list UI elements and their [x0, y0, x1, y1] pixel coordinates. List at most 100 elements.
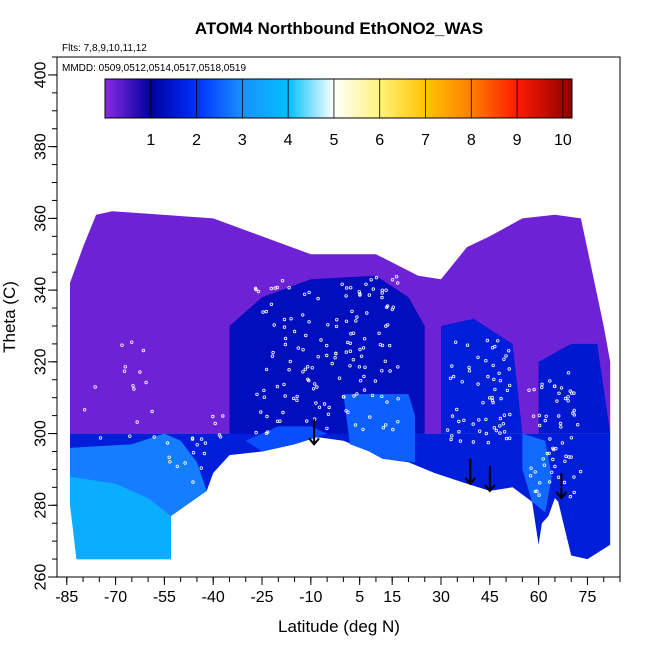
- sample-point: [384, 305, 389, 309]
- sample-point: [191, 451, 196, 455]
- y-tick-label: 340: [33, 277, 50, 304]
- sample-point: [301, 313, 305, 317]
- sample-point: [384, 324, 388, 328]
- sample-point: [280, 279, 285, 283]
- sample-point: [291, 396, 296, 401]
- sample-point: [502, 357, 506, 361]
- sample-point: [501, 422, 506, 426]
- sample-point: [537, 493, 541, 497]
- sample-point: [377, 331, 381, 335]
- sample-point: [306, 377, 310, 381]
- sample-point: [122, 369, 127, 373]
- sample-point: [334, 324, 339, 329]
- sample-point: [388, 343, 392, 348]
- sample-point: [559, 425, 563, 429]
- sample-point: [498, 424, 502, 428]
- sample-point: [359, 354, 364, 358]
- colorbar-tick-label: 10: [554, 132, 572, 149]
- sample-point: [465, 343, 470, 347]
- sample-point: [572, 475, 576, 479]
- sample-point: [396, 281, 400, 285]
- sample-point: [132, 387, 136, 391]
- sample-point: [380, 295, 384, 300]
- sample-point: [572, 408, 576, 413]
- field-region-8: [343, 394, 415, 463]
- sample-point: [350, 309, 354, 314]
- sample-point: [82, 408, 87, 412]
- sample-point: [557, 414, 561, 418]
- sample-point: [314, 401, 318, 405]
- sample-point: [449, 437, 453, 442]
- sample-point: [533, 470, 537, 474]
- sample-point: [502, 413, 507, 417]
- sample-point: [304, 333, 308, 338]
- sample-point: [532, 387, 536, 392]
- sample-point: [361, 427, 365, 432]
- sample-point: [498, 431, 502, 435]
- sample-point: [450, 364, 454, 368]
- sample-point: [396, 365, 400, 369]
- colorbar-tick-label: 3: [238, 132, 247, 149]
- sample-point: [362, 337, 367, 341]
- sample-point: [531, 414, 536, 418]
- colorbar-tick-label: 5: [329, 132, 338, 149]
- sample-point: [281, 410, 285, 415]
- flights-label: Flts: 7,8,9,10,11,12: [62, 43, 147, 54]
- sample-point: [317, 405, 322, 409]
- sample-point: [282, 325, 287, 329]
- sample-point: [493, 387, 497, 392]
- sample-point: [262, 388, 266, 393]
- field-region-9: [522, 433, 552, 513]
- colorbar: 1 2 3 4 5 6 7 8 9 10: [104, 78, 573, 149]
- sample-point: [326, 323, 330, 327]
- sample-point: [491, 400, 495, 405]
- sample-point: [364, 282, 368, 286]
- sample-point: [499, 396, 503, 401]
- sample-point: [261, 310, 265, 314]
- sample-point: [490, 398, 495, 403]
- sample-point: [535, 489, 539, 493]
- sample-point: [548, 437, 552, 441]
- sample-point: [152, 435, 156, 439]
- sample-point: [507, 349, 511, 353]
- sample-point: [120, 343, 124, 347]
- sample-point: [572, 391, 576, 395]
- sample-point: [380, 369, 384, 373]
- sample-point: [367, 293, 371, 297]
- sample-point: [458, 439, 463, 443]
- sample-point: [368, 415, 372, 419]
- x-axis: -85 -70 -55 -40 -25 -10 5 15 30 45 60 75: [55, 577, 621, 606]
- sample-point: [326, 412, 331, 416]
- sample-point: [529, 466, 533, 470]
- field-region-4: [538, 343, 611, 434]
- sample-point: [462, 418, 466, 422]
- annotation-arrows: [308, 419, 568, 500]
- sample-point: [485, 338, 490, 343]
- sample-point: [313, 382, 317, 386]
- x-tick-label: 15: [383, 589, 401, 606]
- x-tick-label: 5: [355, 589, 364, 606]
- colorbar-tick-label: 4: [284, 132, 293, 149]
- x-tick-label: -70: [104, 589, 127, 606]
- sample-point: [264, 309, 268, 314]
- sample-point: [123, 365, 127, 369]
- sample-point: [467, 365, 471, 370]
- sample-point: [348, 349, 353, 353]
- colorbar-tick-label: 1: [146, 132, 155, 149]
- x-tick-label: -10: [299, 589, 322, 606]
- sample-point: [202, 451, 207, 456]
- sample-point: [538, 423, 542, 428]
- sample-point: [269, 286, 273, 291]
- sample-point: [390, 278, 395, 282]
- sample-point: [550, 470, 554, 474]
- sample-point: [537, 413, 541, 418]
- sample-point: [562, 480, 567, 485]
- sample-point: [337, 376, 342, 380]
- sample-point: [335, 318, 339, 322]
- sample-point: [508, 436, 512, 440]
- sample-point: [548, 379, 552, 383]
- sample-point: [255, 392, 259, 397]
- sample-point: [540, 385, 544, 390]
- sample-point: [306, 365, 310, 369]
- x-tick-label: -85: [55, 589, 78, 606]
